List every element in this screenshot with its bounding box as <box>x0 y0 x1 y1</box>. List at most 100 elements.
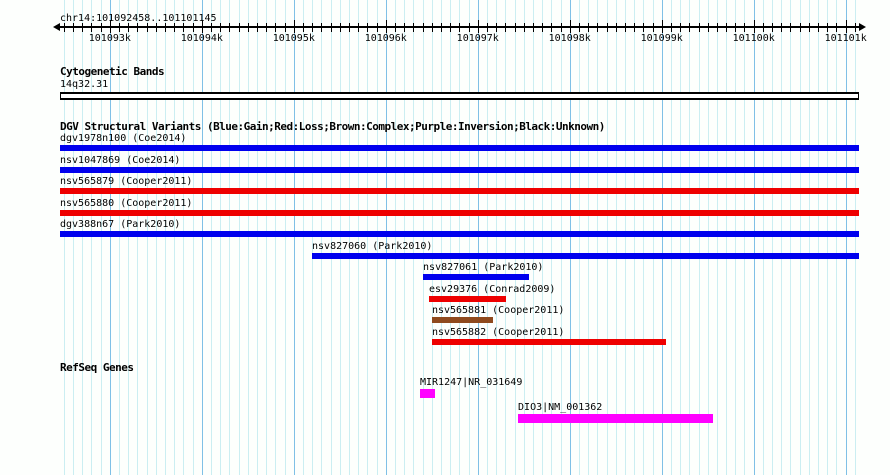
ruler-tick-minor <box>836 23 838 32</box>
grid-line-minor <box>735 0 737 475</box>
variant-bar[interactable] <box>60 210 859 216</box>
ruler-tick-minor <box>716 23 718 32</box>
ruler-tick-minor <box>459 23 461 32</box>
grid-line-minor <box>229 0 231 475</box>
grid-line-minor <box>716 0 718 475</box>
ruler-tick-minor <box>532 23 534 32</box>
ruler-tick-major <box>569 20 571 33</box>
ruler-tick-minor <box>137 23 139 32</box>
ruler-tick-minor <box>238 23 240 32</box>
grid-line-minor <box>854 0 856 475</box>
grid-line-minor <box>505 0 507 475</box>
ruler-tick-minor <box>781 23 783 32</box>
grid-line-minor <box>303 0 304 475</box>
ruler-tick-minor <box>183 23 185 32</box>
variant-bar[interactable] <box>431 317 493 323</box>
ruler-tick-minor <box>358 23 360 32</box>
ruler-tick-minor <box>762 23 764 32</box>
variant-label: nsv565880 (Cooper2011) <box>60 198 193 209</box>
variant-bar[interactable] <box>60 231 859 237</box>
grid-line-minor <box>680 0 682 475</box>
grid-line-major <box>845 0 847 475</box>
gene-bar[interactable] <box>419 389 435 398</box>
grid-line-minor <box>211 0 213 475</box>
grid-line-major <box>109 0 111 475</box>
grid-line-minor <box>275 0 277 475</box>
ruler-tick-minor <box>514 23 516 32</box>
gene-label: MIR1247|NR_031649 <box>419 377 523 388</box>
grid-line-minor <box>394 0 396 475</box>
ruler-tick-minor <box>63 23 65 32</box>
grid-line-minor <box>247 0 249 475</box>
ruler-tick-minor <box>257 23 258 32</box>
ruler-tick-label: 101096k <box>364 33 407 44</box>
ruler-tick-minor <box>560 23 562 32</box>
variant-label: nsv565881 (Cooper2011) <box>431 305 565 316</box>
ruler-tick-label: 101098k <box>548 33 591 44</box>
ruler-tick-label: 101095k <box>272 33 315 44</box>
ruler-tick-minor <box>404 23 406 32</box>
ruler-tick-major <box>201 20 203 33</box>
grid-line-minor <box>450 0 452 475</box>
grid-line-minor <box>376 0 378 475</box>
grid-line-minor <box>551 0 553 475</box>
grid-line-minor <box>128 0 130 475</box>
variant-bar[interactable] <box>60 145 859 151</box>
region-title: chr14:101092458..101101145 <box>60 13 217 24</box>
ruler-tick-minor <box>827 23 829 32</box>
ruler-tick-minor <box>707 23 709 32</box>
ruler-tick-minor <box>247 23 249 32</box>
grid-line-minor <box>799 0 801 475</box>
variant-bar[interactable] <box>312 253 859 259</box>
gene-bar[interactable] <box>518 414 714 423</box>
grid-line-major <box>293 0 295 475</box>
variant-label: nsv827060 (Park2010) <box>312 241 433 252</box>
ruler-tick-label: 101094k <box>180 33 223 44</box>
cytoband-box[interactable] <box>60 92 859 100</box>
grid-line-minor <box>404 0 406 475</box>
ruler-tick-minor <box>772 23 774 32</box>
ruler-tick-minor <box>578 23 580 32</box>
grid-line-minor <box>73 0 75 475</box>
grid-line-minor <box>744 0 746 475</box>
ruler-tick-minor <box>394 23 396 32</box>
grid-line-minor <box>348 0 350 475</box>
variant-bar[interactable] <box>431 339 667 345</box>
variant-label: dgv1978n100 (Coe2014) <box>60 133 187 144</box>
variant-bar[interactable] <box>60 167 859 173</box>
grid-line-minor <box>496 0 498 475</box>
grid-line-minor <box>192 0 194 475</box>
grid-line-minor <box>358 0 360 475</box>
ruler-tick-major <box>753 20 755 33</box>
ruler-tick-minor <box>119 23 121 32</box>
grid-line-minor <box>312 0 314 475</box>
grid-line-minor <box>707 0 709 475</box>
grid-line-minor <box>413 0 415 475</box>
grid-line-minor <box>459 0 461 475</box>
variant-bar[interactable] <box>60 188 859 194</box>
variant-bar[interactable] <box>423 274 529 280</box>
ruler-tick-minor <box>422 23 424 32</box>
ruler-tick-minor <box>339 23 341 32</box>
grid-line-minor <box>652 0 654 475</box>
variant-bar[interactable] <box>429 296 506 302</box>
ruler-tick-label: 101093k <box>88 33 131 44</box>
ruler-tick-minor <box>634 23 636 32</box>
ruler-tick-major <box>109 20 111 33</box>
ruler-tick-minor <box>808 23 810 32</box>
ruler-tick-major <box>293 20 295 33</box>
grid-line-minor <box>523 0 525 475</box>
variant-label: esv29376 (Conrad2009) <box>429 284 556 295</box>
grid-line-major <box>569 0 571 475</box>
ruler-tick-minor <box>220 23 222 32</box>
ruler-tick-minor <box>431 23 433 32</box>
ruler-tick-minor <box>128 23 130 32</box>
ruler-tick-minor <box>790 23 792 32</box>
grid-line-major <box>753 0 755 475</box>
ruler-tick-minor <box>468 23 470 32</box>
grid-line-minor <box>643 0 645 475</box>
grid-line-minor <box>762 0 764 475</box>
grid-line-major <box>201 0 203 475</box>
ruler-tick-label: 101099k <box>640 33 683 44</box>
grid-line-minor <box>82 0 84 475</box>
